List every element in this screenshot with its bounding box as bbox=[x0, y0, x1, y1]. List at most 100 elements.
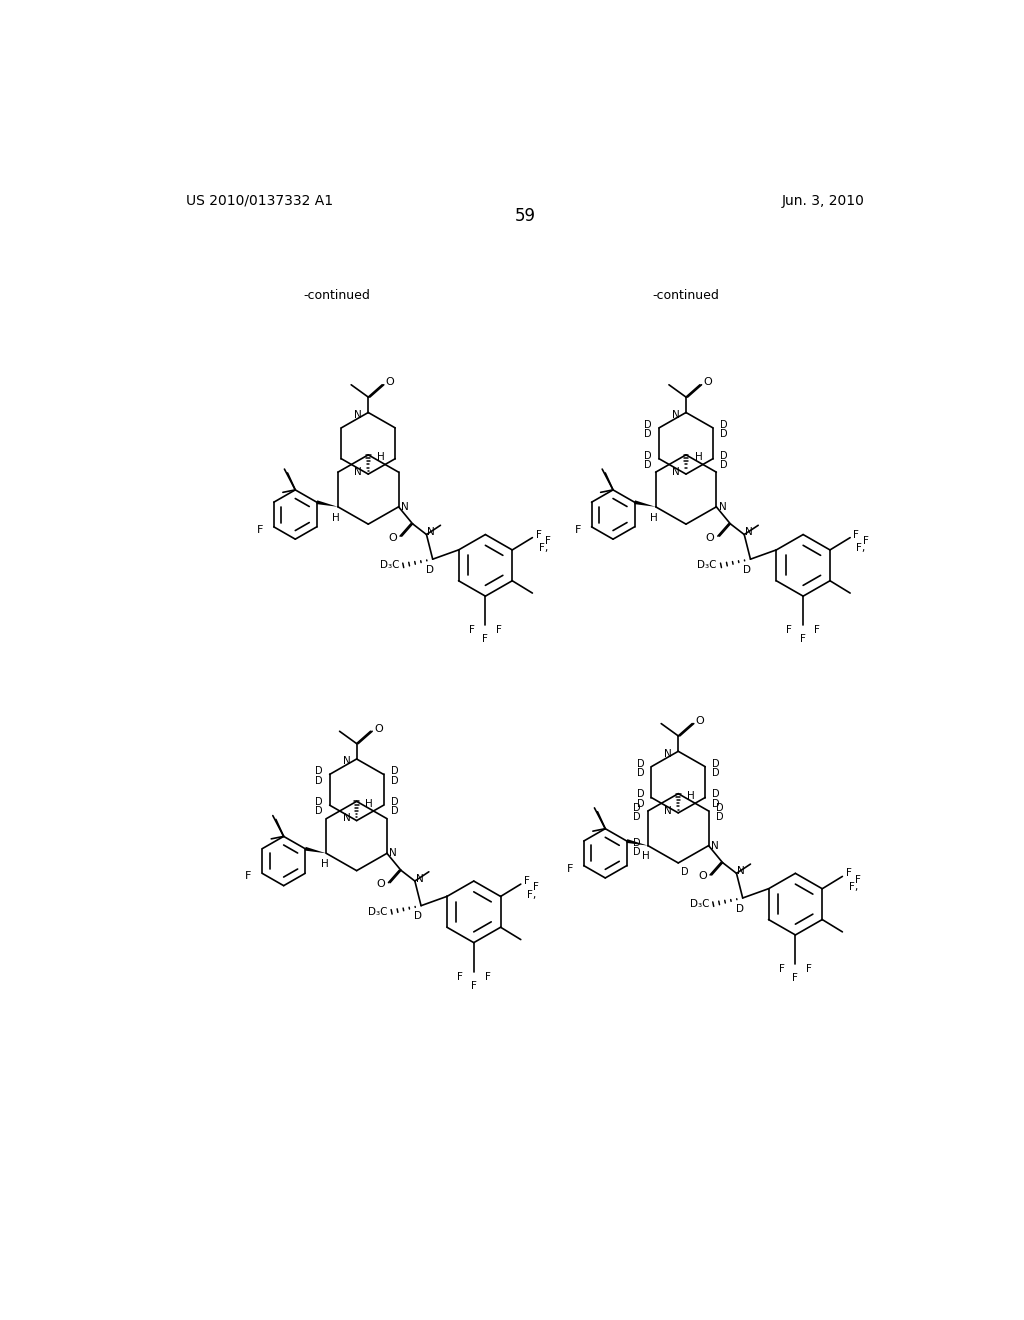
Text: D₃C: D₃C bbox=[368, 907, 387, 917]
Text: N: N bbox=[672, 467, 680, 477]
Text: -continued: -continued bbox=[304, 289, 371, 302]
Text: O: O bbox=[374, 723, 383, 734]
Text: D: D bbox=[644, 450, 652, 461]
Text: O: O bbox=[706, 533, 715, 543]
Text: D: D bbox=[743, 565, 752, 576]
Text: D: D bbox=[720, 420, 728, 430]
Text: F,: F, bbox=[856, 544, 865, 553]
Text: 59: 59 bbox=[514, 207, 536, 226]
Text: F: F bbox=[786, 626, 793, 635]
Text: D: D bbox=[315, 776, 323, 785]
Text: F: F bbox=[534, 882, 540, 892]
Text: N: N bbox=[665, 748, 672, 759]
Text: N: N bbox=[416, 874, 423, 883]
Text: F: F bbox=[545, 536, 551, 545]
Text: F: F bbox=[245, 871, 252, 882]
Text: D: D bbox=[716, 812, 723, 822]
Text: D: D bbox=[637, 768, 644, 777]
Text: F,: F, bbox=[539, 544, 548, 553]
Text: O: O bbox=[377, 879, 385, 890]
Text: D: D bbox=[390, 767, 398, 776]
Text: H: H bbox=[694, 453, 702, 462]
Text: D: D bbox=[315, 767, 323, 776]
Text: F: F bbox=[457, 972, 463, 982]
Text: F: F bbox=[778, 964, 784, 974]
Text: D: D bbox=[390, 807, 398, 816]
Text: F,: F, bbox=[527, 890, 537, 900]
Text: F: F bbox=[484, 972, 490, 982]
Text: F,: F, bbox=[849, 882, 858, 892]
Text: O: O bbox=[703, 378, 712, 388]
Text: N: N bbox=[719, 502, 726, 512]
Text: N: N bbox=[672, 409, 680, 420]
Text: F: F bbox=[536, 529, 542, 540]
Text: D: D bbox=[720, 459, 728, 470]
Text: D₃C: D₃C bbox=[380, 561, 399, 570]
Text: D: D bbox=[681, 867, 688, 878]
Text: F: F bbox=[482, 635, 488, 644]
Text: D: D bbox=[426, 565, 433, 576]
Text: F: F bbox=[853, 529, 859, 540]
Text: -continued: -continued bbox=[652, 289, 720, 302]
Text: D: D bbox=[720, 450, 728, 461]
Text: H: H bbox=[333, 512, 340, 523]
Text: F: F bbox=[574, 525, 581, 535]
Text: F: F bbox=[807, 964, 812, 974]
Text: O: O bbox=[698, 871, 707, 882]
Text: H: H bbox=[377, 453, 385, 462]
Text: D: D bbox=[637, 759, 644, 768]
Text: H: H bbox=[687, 791, 694, 801]
Text: D: D bbox=[637, 789, 644, 800]
Polygon shape bbox=[316, 500, 338, 507]
Text: N: N bbox=[665, 805, 672, 816]
Polygon shape bbox=[305, 847, 327, 853]
Text: H: H bbox=[650, 512, 658, 523]
Text: D: D bbox=[713, 759, 720, 768]
Text: O: O bbox=[388, 533, 396, 543]
Polygon shape bbox=[627, 840, 648, 846]
Text: N: N bbox=[737, 866, 745, 876]
Text: F: F bbox=[855, 875, 861, 884]
Text: O: O bbox=[695, 717, 705, 726]
Text: F: F bbox=[469, 626, 474, 635]
Text: F: F bbox=[814, 626, 820, 635]
Polygon shape bbox=[634, 500, 655, 507]
Text: F: F bbox=[862, 536, 868, 545]
Text: D: D bbox=[713, 768, 720, 777]
Text: D: D bbox=[414, 912, 422, 921]
Text: D: D bbox=[716, 803, 723, 813]
Text: D: D bbox=[633, 812, 641, 822]
Text: N: N bbox=[354, 467, 362, 477]
Text: N: N bbox=[354, 409, 362, 420]
Text: D: D bbox=[633, 803, 641, 813]
Text: F: F bbox=[793, 973, 799, 983]
Text: F: F bbox=[257, 525, 263, 535]
Text: US 2010/0137332 A1: US 2010/0137332 A1 bbox=[186, 194, 333, 207]
Text: D: D bbox=[315, 807, 323, 816]
Text: D: D bbox=[644, 420, 652, 430]
Text: D: D bbox=[644, 429, 652, 440]
Text: N: N bbox=[711, 841, 719, 850]
Text: D: D bbox=[713, 799, 720, 809]
Text: Jun. 3, 2010: Jun. 3, 2010 bbox=[781, 194, 864, 207]
Text: N: N bbox=[745, 527, 753, 537]
Text: N: N bbox=[401, 502, 409, 512]
Text: D: D bbox=[644, 459, 652, 470]
Text: N: N bbox=[389, 849, 397, 858]
Text: D: D bbox=[315, 797, 323, 807]
Text: D: D bbox=[633, 838, 641, 847]
Text: D: D bbox=[390, 776, 398, 785]
Text: O: O bbox=[386, 378, 394, 388]
Text: D: D bbox=[713, 789, 720, 800]
Text: D: D bbox=[735, 904, 743, 913]
Text: H: H bbox=[642, 851, 650, 862]
Text: F: F bbox=[497, 626, 503, 635]
Text: D: D bbox=[633, 847, 641, 857]
Text: N: N bbox=[427, 527, 435, 537]
Text: F: F bbox=[471, 981, 477, 991]
Text: D₃C: D₃C bbox=[689, 899, 709, 909]
Text: D: D bbox=[637, 799, 644, 809]
Text: F: F bbox=[846, 869, 852, 878]
Text: F: F bbox=[524, 876, 529, 886]
Text: D: D bbox=[720, 429, 728, 440]
